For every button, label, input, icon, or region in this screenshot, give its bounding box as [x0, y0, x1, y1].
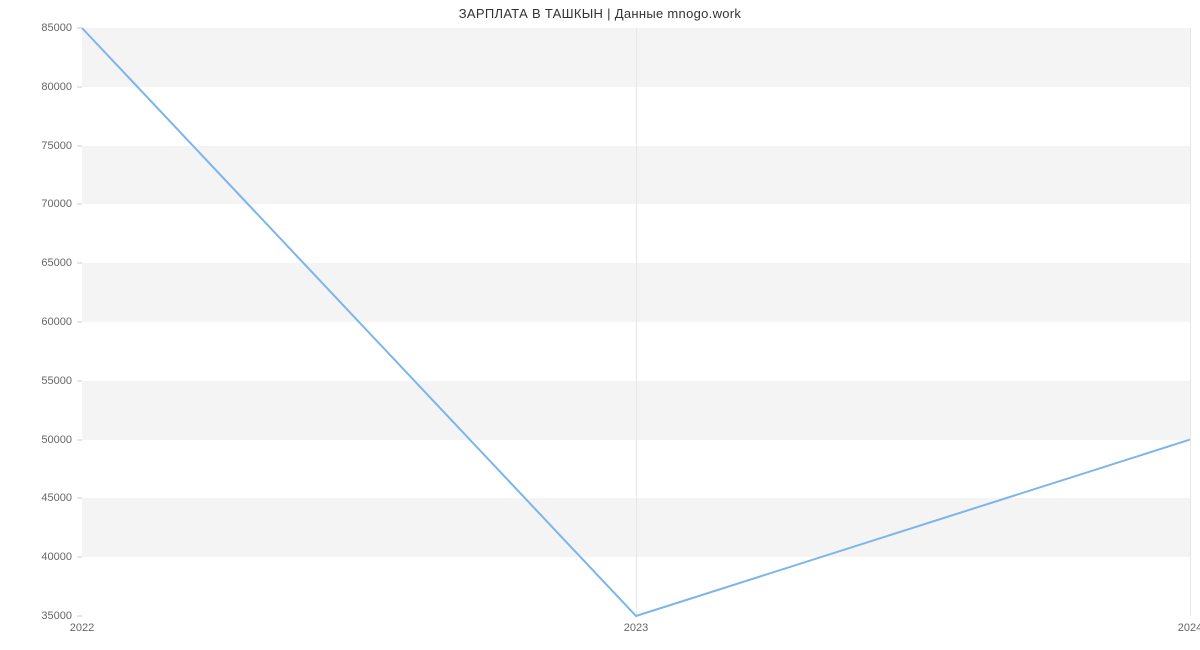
x-tick-label: 2022 — [70, 622, 94, 634]
y-tick-label: 65000 — [41, 257, 72, 269]
chart-title: ЗАРПЛАТА В ТАШКЫН | Данные mnogo.work — [0, 6, 1200, 21]
y-tick-label: 85000 — [41, 22, 72, 34]
plot-area: 3500040000450005000055000600006500070000… — [82, 28, 1190, 616]
y-tick-label: 45000 — [41, 492, 72, 504]
x-tick-label: 2023 — [624, 622, 648, 634]
chart-container: ЗАРПЛАТА В ТАШКЫН | Данные mnogo.work 35… — [0, 0, 1200, 650]
y-tick-label: 70000 — [41, 198, 72, 210]
x-tick-label: 2024 — [1178, 622, 1200, 634]
y-tick-label: 35000 — [41, 610, 72, 622]
y-tick-label: 40000 — [41, 551, 72, 563]
y-tick-label: 80000 — [41, 81, 72, 93]
line-layer — [82, 28, 1190, 616]
x-grid-line — [1190, 28, 1191, 616]
y-tick-label: 55000 — [41, 375, 72, 387]
y-tick-label: 50000 — [41, 434, 72, 446]
y-tick-label: 60000 — [41, 316, 72, 328]
series-line-salary — [82, 28, 1190, 616]
y-tick-label: 75000 — [41, 140, 72, 152]
